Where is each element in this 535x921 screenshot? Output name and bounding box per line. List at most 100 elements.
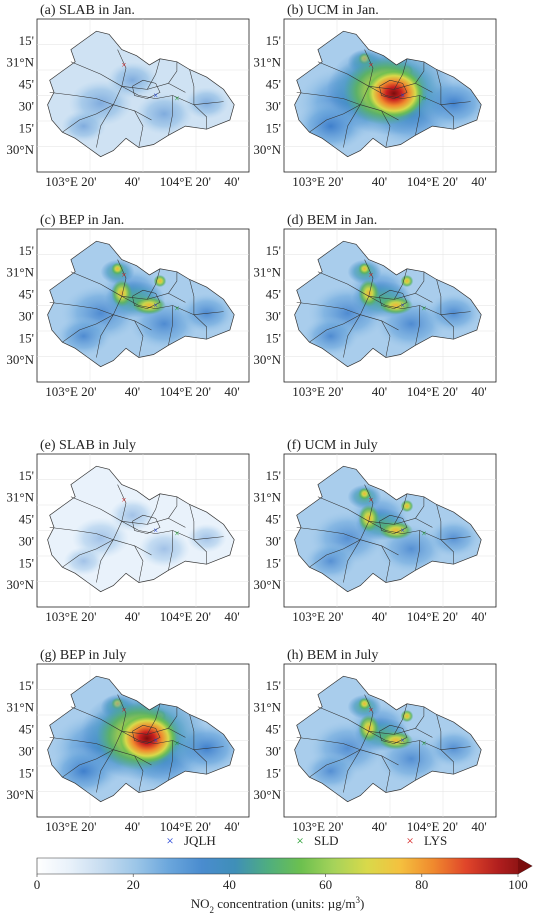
panel-title: (f) UCM in July xyxy=(287,438,378,453)
district-boundary xyxy=(296,92,399,121)
district-boundary xyxy=(381,110,391,148)
no2-blob xyxy=(379,521,413,540)
site-marker: × xyxy=(174,529,179,539)
no2-blob xyxy=(358,714,380,743)
legend-item: × LYS xyxy=(406,833,447,848)
x-tick-label: 103°E 20' xyxy=(292,384,343,399)
x-tick-label: 40' xyxy=(224,819,239,834)
y-tick-label: 15' xyxy=(19,243,34,258)
y-tick-label: 31°N xyxy=(6,265,34,280)
legend-item: × SLD xyxy=(296,833,338,848)
district-boundary xyxy=(189,69,207,130)
site-marker: × xyxy=(121,270,126,280)
y-tick-label: 15' xyxy=(266,120,281,135)
district-boundary xyxy=(379,79,408,99)
x-tick-label: 103°E 20' xyxy=(292,819,343,834)
district-boundary xyxy=(415,305,420,346)
y-tick-label: 31°N xyxy=(253,265,281,280)
district-boundary xyxy=(436,714,454,775)
district-boundary xyxy=(415,706,425,729)
district-boundary xyxy=(168,61,178,84)
y-tick-label: 15' xyxy=(19,678,34,693)
x-tick-label: 103°E 20' xyxy=(292,174,343,189)
district-boundary xyxy=(168,95,173,136)
colorbar-extend-arrow xyxy=(518,858,532,874)
district-boundary xyxy=(415,95,420,136)
district-boundary xyxy=(132,79,161,99)
district-boundary xyxy=(189,714,207,775)
panel-title: (h) BEM in July xyxy=(287,648,378,663)
no2-blob xyxy=(61,110,106,143)
district-boundary xyxy=(132,514,161,534)
y-tick-label: 45' xyxy=(266,287,281,302)
y-tick-label: 30' xyxy=(266,743,281,758)
district-boundary xyxy=(296,302,399,331)
district-boundary xyxy=(393,703,408,735)
district-boundary xyxy=(168,496,178,519)
district-boundary xyxy=(381,755,391,793)
x-tick-label: 40' xyxy=(471,174,486,189)
site-marker: × xyxy=(174,94,179,104)
no2-blob xyxy=(379,296,413,315)
y-tick-label: 15' xyxy=(19,468,34,483)
colorbar-tick-label: 20 xyxy=(127,877,140,892)
district-boundary xyxy=(121,521,224,540)
y-tick-label: 45' xyxy=(19,287,34,302)
site-marker: × xyxy=(421,94,426,104)
district-boundary xyxy=(70,706,186,738)
legend-marker: × xyxy=(406,833,413,848)
district-boundary xyxy=(70,271,186,303)
x-tick-label: 104°E 20' xyxy=(160,174,211,189)
y-tick-label: 30' xyxy=(19,533,34,548)
x-tick-label: 104°E 20' xyxy=(407,819,458,834)
district-boundary xyxy=(121,296,224,315)
y-tick-label: 45' xyxy=(19,512,34,527)
region-boundary xyxy=(47,675,235,803)
y-tick-label: 31°N xyxy=(6,55,34,70)
site-marker: × xyxy=(174,304,179,314)
site-marker: × xyxy=(421,529,426,539)
district-boundary xyxy=(368,86,471,105)
district-boundary xyxy=(96,694,127,793)
site-legend: × JQLH × SLD × LYS xyxy=(166,833,447,848)
district-boundary xyxy=(70,496,186,528)
x-tick-label: 103°E 20' xyxy=(45,174,96,189)
district-boundary xyxy=(368,731,471,750)
district-boundary xyxy=(436,279,454,340)
x-tick-label: 40' xyxy=(125,609,140,624)
map-panel: × × × (b) UCM in Jan. 15' 31°N 45' 30' 15' 30°N 10… xyxy=(253,3,497,189)
district-boundary xyxy=(70,61,186,93)
colorbar-bar xyxy=(36,857,533,875)
site-marker: × xyxy=(153,526,158,536)
y-tick-label: 30' xyxy=(266,308,281,323)
x-tick-label: 40' xyxy=(471,819,486,834)
colorbar-tick-label: 40 xyxy=(223,877,236,892)
no2-blob xyxy=(358,262,371,275)
district-boundary xyxy=(168,740,173,781)
no2-blob xyxy=(111,262,124,275)
district-boundary xyxy=(343,259,374,358)
site-marker: × xyxy=(368,705,373,715)
x-tick-label: 103°E 20' xyxy=(292,609,343,624)
region-boundary xyxy=(47,465,235,593)
district-boundary xyxy=(368,296,471,315)
panel-title: (e) SLAB in July xyxy=(40,438,136,453)
y-tick-label: 30°N xyxy=(6,787,34,802)
district-boundary xyxy=(368,521,471,540)
no2-blob xyxy=(111,279,133,308)
district-boundary xyxy=(62,749,114,778)
site-marker: × xyxy=(153,91,158,101)
y-tick-label: 31°N xyxy=(6,700,34,715)
no2-blob xyxy=(109,498,156,532)
y-tick-label: 15' xyxy=(266,678,281,693)
x-tick-label: 40' xyxy=(372,384,387,399)
district-boundary xyxy=(132,724,161,744)
district-boundary xyxy=(309,539,361,568)
district-boundary xyxy=(415,530,420,571)
district-boundary xyxy=(146,58,161,90)
panel-title: (c) BEP in Jan. xyxy=(40,213,124,228)
district-boundary xyxy=(62,104,114,133)
x-tick-label: 104°E 20' xyxy=(407,384,458,399)
district-boundary xyxy=(134,320,144,358)
district-boundary xyxy=(343,484,374,583)
